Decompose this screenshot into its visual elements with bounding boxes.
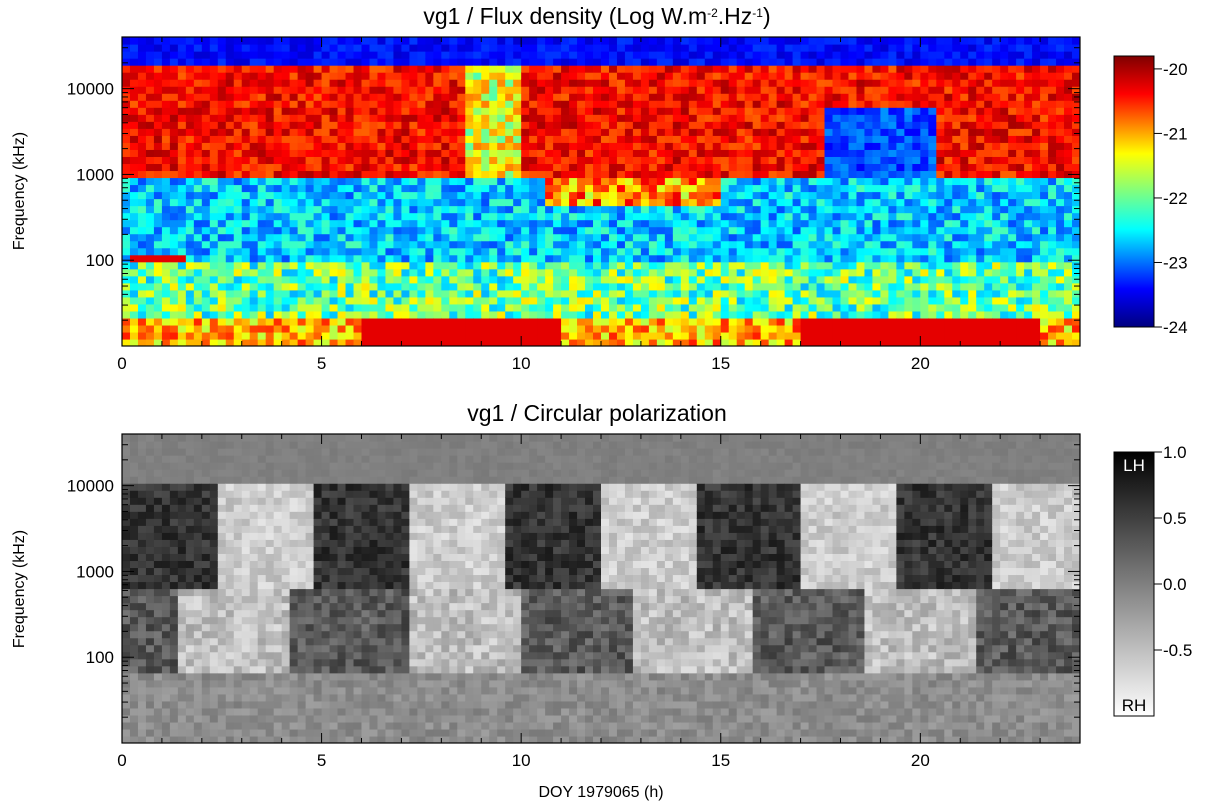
- colorbar-tick-label: -0.5: [1163, 641, 1192, 660]
- flux-density-heatmap: [122, 37, 1081, 347]
- colorbar-lh-label: LH: [1123, 456, 1145, 475]
- panel1-title: vg1 / Flux density (Log W.m-2.Hz-1): [423, 3, 770, 29]
- panel2-ytick-label: 10000: [67, 477, 114, 496]
- colorbar-tick-label: -20: [1163, 60, 1188, 79]
- panel2-title: vg1 / Circular polarization: [467, 400, 727, 426]
- panel2-ytick-label: 100: [86, 648, 114, 667]
- panel1-xtick-label: 20: [911, 354, 930, 373]
- panel1-ylabel: Frequency (kHz): [11, 132, 28, 250]
- panel2-ylabel: Frequency (kHz): [11, 530, 28, 648]
- colorbar-tick-label: 0.5: [1163, 509, 1187, 528]
- panel2-xtick-label: 10: [512, 751, 531, 770]
- colorbar-tick-label: -23: [1163, 253, 1188, 272]
- panel2-xlabel: DOY 1979065 (h): [538, 784, 663, 801]
- polarization-colorbar: [1114, 452, 1154, 716]
- panel2-xtick-label: 20: [911, 751, 930, 770]
- panel1-xtick-label: 0: [117, 354, 126, 373]
- panel2-ytick-label: 1000: [76, 562, 114, 581]
- colorbar-tick-label: 0.0: [1163, 575, 1187, 594]
- colorbar-tick-label: -24: [1163, 318, 1188, 337]
- panel2-xtick-label: 0: [117, 751, 126, 770]
- colorbar-tick-label: -21: [1163, 124, 1188, 143]
- flux-colorbar-ticks: -20 -21 -22 -23 -24: [1154, 60, 1188, 337]
- polarization-colorbar-ticks: 1.0 0.5 0.0 -0.5: [1154, 443, 1192, 660]
- panel1-ytick-label: 1000: [76, 165, 114, 184]
- colorbar-tick-label: 1.0: [1163, 443, 1187, 462]
- panel1-xtick-label: 5: [317, 354, 326, 373]
- panel2-xtick-label: 15: [711, 751, 730, 770]
- panel2-xtick-label: 5: [317, 751, 326, 770]
- panel1-ytick-label: 100: [86, 251, 114, 270]
- polarization-heatmap: [122, 434, 1081, 744]
- panel1-xtick-label: 15: [711, 354, 730, 373]
- panel1-ytick-label: 10000: [67, 80, 114, 99]
- colorbar-rh-label: RH: [1122, 696, 1147, 715]
- panel1-xtick-label: 10: [512, 354, 531, 373]
- flux-colorbar: [1114, 56, 1154, 327]
- colorbar-tick-label: -22: [1163, 189, 1188, 208]
